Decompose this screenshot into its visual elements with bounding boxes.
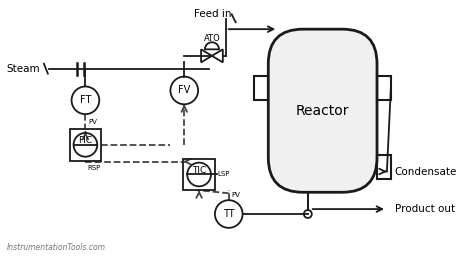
Text: Product out: Product out	[395, 204, 455, 214]
Text: FIC: FIC	[78, 136, 92, 145]
Text: Reactor: Reactor	[296, 104, 349, 118]
Text: Condensate: Condensate	[395, 167, 457, 177]
Text: PV: PV	[88, 119, 97, 125]
Text: PV: PV	[232, 192, 241, 198]
Text: RSP: RSP	[87, 164, 100, 171]
Text: TT: TT	[223, 209, 235, 219]
FancyBboxPatch shape	[268, 29, 377, 192]
Bar	[70, 129, 101, 161]
Bar	[255, 76, 268, 100]
Text: FV: FV	[178, 85, 191, 96]
Bar	[377, 76, 391, 100]
Bar	[183, 159, 215, 190]
Text: Steam: Steam	[6, 64, 40, 74]
Text: InstrumentationTools.com: InstrumentationTools.com	[6, 243, 105, 251]
Text: FT: FT	[80, 95, 91, 105]
Text: LSP: LSP	[218, 171, 230, 177]
Text: ATO: ATO	[203, 34, 220, 43]
Text: Feed in: Feed in	[194, 9, 232, 19]
Text: TIC: TIC	[192, 166, 206, 175]
Bar	[377, 155, 391, 179]
